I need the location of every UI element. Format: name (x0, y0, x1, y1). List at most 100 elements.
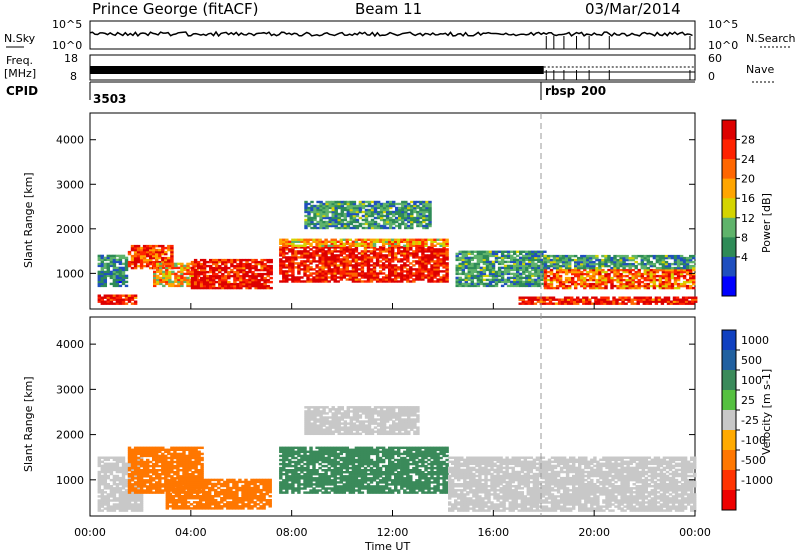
heatmap-cell (103, 476, 108, 480)
heatmap-cell (682, 280, 687, 284)
heatmap-cell (232, 482, 236, 486)
heatmap-cell (168, 284, 172, 288)
heatmap-cell (164, 462, 168, 466)
heatmap-cell (324, 262, 328, 265)
heatmap-cell (103, 276, 108, 280)
heatmap-cell (352, 224, 357, 228)
heatmap-cell (304, 200, 308, 204)
heatmap-cell (124, 296, 129, 299)
heatmap-cell (643, 276, 648, 280)
heatmap-cell (364, 204, 369, 208)
heatmap-cell (235, 507, 239, 510)
heatmap-cell (185, 462, 189, 466)
heatmap-cell (537, 250, 541, 253)
heatmap-cell (153, 276, 157, 280)
heatmap-cell (139, 475, 144, 478)
heatmap-cell (366, 250, 371, 253)
heatmap-cell (218, 276, 222, 280)
heatmap-cell (174, 495, 179, 498)
heatmap-cell (106, 262, 111, 266)
heatmap-cell (400, 258, 404, 261)
heatmap-cell (342, 274, 347, 277)
heatmap-cell (218, 266, 222, 270)
heatmap-cell (288, 266, 292, 269)
heatmap-cell (309, 242, 313, 245)
heatmap-cell (342, 238, 347, 241)
heatmap-cell (136, 456, 141, 460)
heatmap-cell (378, 272, 383, 275)
heatmap-cell (100, 474, 105, 478)
heatmap-cell (161, 252, 165, 256)
heatmap-cell (291, 270, 295, 273)
heatmap-cell (202, 266, 207, 270)
heatmap-cell (318, 276, 322, 279)
heatmap-cell (121, 274, 126, 278)
heatmap-cell (224, 274, 228, 278)
heatmap-cell (561, 254, 566, 258)
heatmap-cell (152, 477, 156, 480)
heatmap-cell (391, 238, 395, 241)
heatmap-cell (180, 274, 184, 278)
heatmap-cell (106, 474, 111, 478)
heatmap-cell (467, 256, 472, 260)
heatmap-cell (245, 284, 249, 288)
heatmap-cell (106, 493, 111, 496)
heatmap-cell (208, 486, 212, 490)
heatmap-cell (250, 505, 254, 508)
heatmap-cell (115, 296, 120, 299)
heatmap-cell (339, 258, 344, 261)
freq-label-2: [MHz] (4, 67, 36, 80)
heatmap-cell (100, 270, 105, 274)
heatmap-cell (189, 478, 194, 482)
heatmap-cell (424, 274, 428, 277)
heatmap-cell (162, 276, 166, 280)
heatmap-cell (442, 270, 446, 273)
heatmap-cell (182, 456, 186, 460)
heatmap-cell (254, 282, 258, 286)
heatmap-cell (263, 266, 267, 270)
heatmap-cell (218, 278, 222, 282)
heatmap-cell (239, 270, 243, 274)
heatmap-cell (282, 487, 286, 490)
heatmap-cell (324, 264, 328, 267)
heatmap-cell (109, 298, 114, 301)
heatmap-cell (412, 278, 416, 281)
heatmap-cell (306, 238, 310, 241)
heatmap-cell (233, 270, 237, 274)
heatmap-cell (324, 278, 328, 281)
colorbar-swatch (722, 159, 736, 179)
heatmap-cell (416, 204, 420, 208)
heatmap-cell (206, 274, 210, 278)
heatmap-cell (595, 254, 599, 258)
heatmap-cell (215, 266, 219, 270)
heatmap-cell (279, 238, 283, 241)
heatmap-cell (342, 276, 347, 279)
heatmap-cell (470, 262, 475, 266)
heatmap-cell (597, 298, 601, 301)
heatmap-cell (229, 488, 233, 492)
nave-tick-low: 0 (708, 70, 715, 83)
heatmap-cell (536, 296, 541, 299)
heatmap-cell (282, 280, 286, 283)
heatmap-cell (109, 470, 114, 474)
heatmap-cell (684, 296, 689, 299)
heatmap-cell (247, 507, 251, 510)
heatmap-cell (546, 254, 551, 258)
heatmap-cell (336, 276, 340, 279)
heatmap-cell (309, 238, 313, 241)
heatmap-cell (398, 202, 402, 206)
heatmap-cell (152, 483, 156, 486)
heatmap-cell (211, 482, 215, 486)
heatmap-cell (142, 246, 147, 250)
heatmap-cell (300, 252, 304, 255)
heatmap-cell (158, 248, 162, 252)
heatmap-cell (174, 278, 178, 282)
heatmap-cell (516, 258, 520, 262)
heatmap-cell (269, 260, 273, 264)
heatmap-cell (260, 274, 264, 278)
heatmap-cell (130, 505, 135, 508)
heatmap-cell (254, 258, 258, 262)
heatmap-cell (124, 258, 129, 262)
heatmap-cell (215, 262, 219, 266)
heatmap-cell (235, 488, 239, 492)
